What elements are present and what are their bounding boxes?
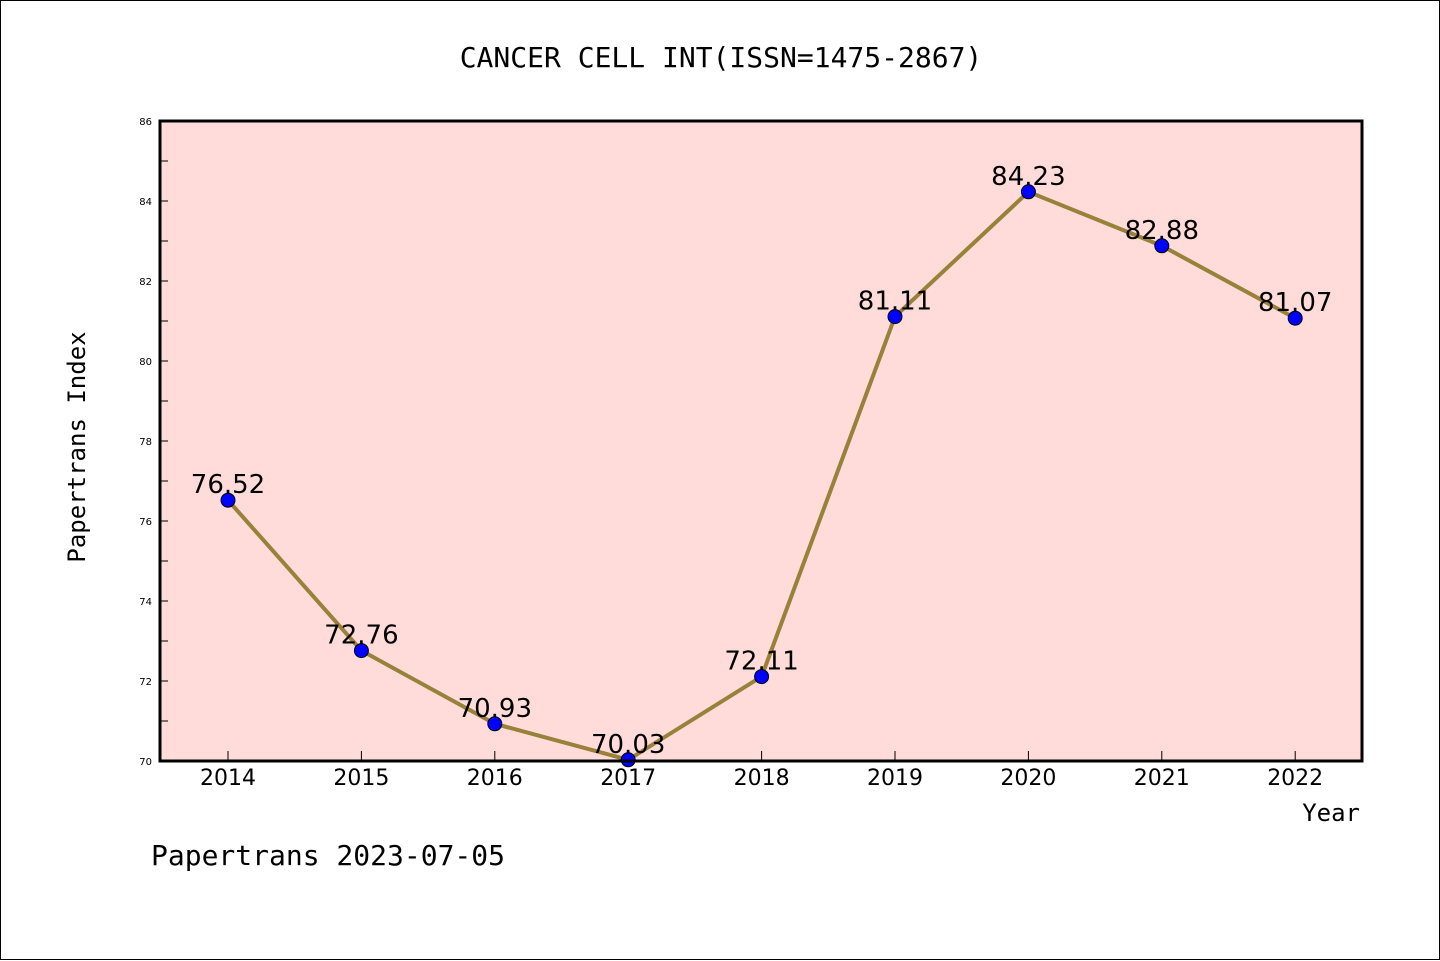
x-axis-label: Year <box>1302 799 1360 827</box>
y-tick-label: 76 <box>139 517 152 528</box>
y-tick-label: 80 <box>139 357 152 368</box>
data-points <box>220 184 1303 768</box>
x-axis: 2014 2015 2016 2017 2018 2019 2020 2021 2022 <box>200 751 1323 791</box>
data-label: 81.07 <box>1258 288 1332 318</box>
y-tick-label: 78 <box>139 437 152 448</box>
chart-title: CANCER CELL INT(ISSN=1475-2867) <box>460 41 983 74</box>
x-tick-label: 2020 <box>1000 766 1056 791</box>
data-label: 72.76 <box>324 621 398 651</box>
footer-text: Papertrans 2023-07-05 <box>151 839 505 872</box>
data-point <box>887 309 903 325</box>
data-point <box>353 643 369 659</box>
y-tick-label: 86 <box>139 117 152 128</box>
x-tick-label: 2016 <box>467 766 523 791</box>
data-label: 82.88 <box>1125 216 1199 246</box>
data-point <box>487 716 503 732</box>
x-tick-label: 2019 <box>867 766 923 791</box>
data-label: 70.03 <box>591 730 665 760</box>
x-tick-label: 2015 <box>333 766 389 791</box>
x-tick-label: 2022 <box>1267 766 1323 791</box>
y-tick-label: 82 <box>139 277 152 288</box>
y-axis-label: Papertrans Index <box>63 331 91 562</box>
data-label: 84.23 <box>991 162 1065 192</box>
data-point <box>1287 310 1303 326</box>
data-labels: 76.52 72.76 70.93 70.03 72.11 81.11 84.23 82.88… <box>191 162 1333 760</box>
data-point <box>1020 184 1036 200</box>
data-label: 76.52 <box>191 470 265 500</box>
x-tick-label: 2018 <box>734 766 790 791</box>
y-tick-label: 72 <box>139 677 152 688</box>
x-tick-label: 2021 <box>1134 766 1190 791</box>
plot-border <box>158 119 1364 763</box>
x-tick-label: 2014 <box>200 766 256 791</box>
y-tick-label: 74 <box>139 597 152 608</box>
x-tick-label: 2017 <box>600 766 656 791</box>
data-point <box>220 492 236 508</box>
data-point <box>754 669 770 685</box>
y-tick-label: 84 <box>139 197 152 208</box>
data-label: 72.11 <box>724 647 798 677</box>
data-point <box>1154 238 1170 254</box>
data-label: 81.11 <box>858 287 932 317</box>
data-label: 70.93 <box>458 694 532 724</box>
y-tick-label: 70 <box>139 757 152 768</box>
